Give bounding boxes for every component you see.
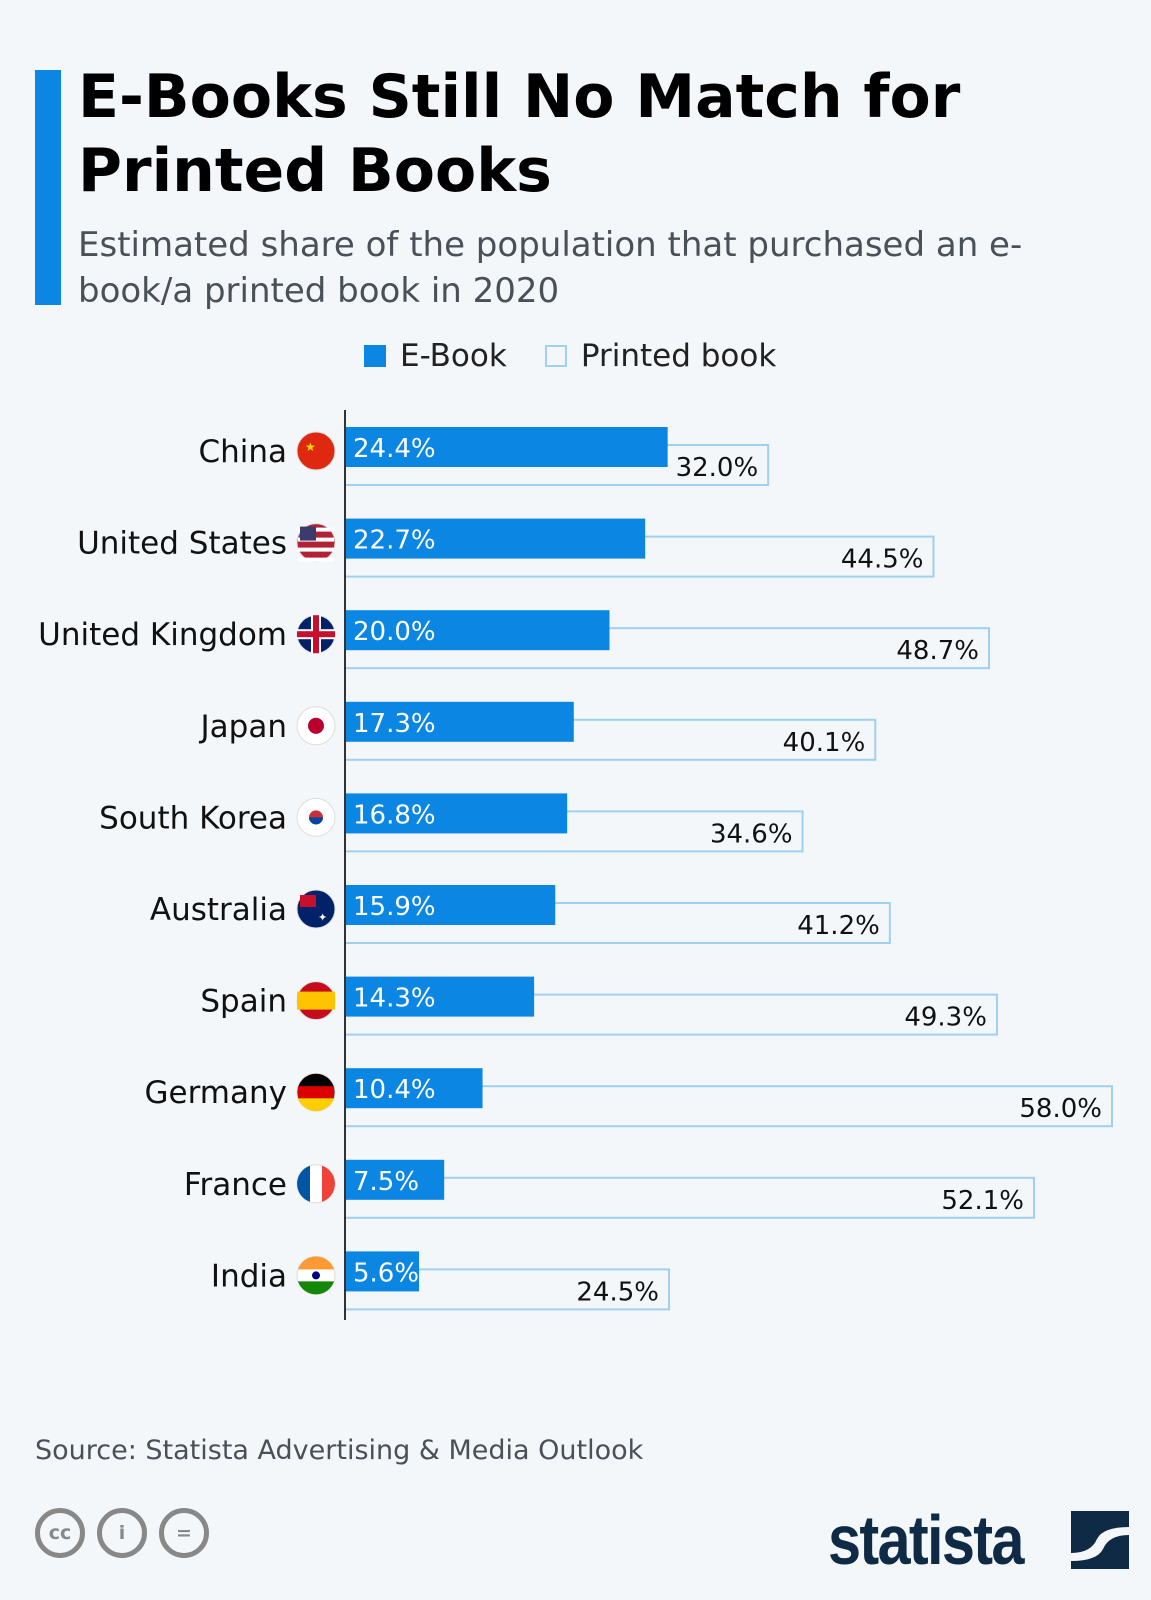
cc-icon: cc <box>35 1508 85 1558</box>
category-label: India <box>211 1258 287 1294</box>
bar-ebook <box>345 793 568 834</box>
flag-icon-detail <box>300 526 316 541</box>
data-label-printed: 49.3% <box>904 1003 987 1033</box>
legend: E-Book Printed book <box>364 338 776 374</box>
bar-ebook <box>345 610 610 651</box>
flag-icon-detail <box>322 1165 335 1202</box>
category-label: China <box>198 434 287 470</box>
category-label: Australia <box>150 892 287 928</box>
legend-label-ebook: E-Book <box>400 338 507 374</box>
category-label: France <box>184 1167 287 1203</box>
data-label-ebook: 15.9% <box>353 892 436 922</box>
flag-icon-detail <box>309 817 323 825</box>
bar-printed <box>344 1176 1035 1219</box>
flag-icon-detail: ✦ <box>318 911 327 924</box>
source-note: Source: Statista Advertising & Media Out… <box>35 1435 644 1466</box>
flag-icon <box>296 431 336 471</box>
license-icons: cc i = <box>35 1508 209 1558</box>
data-label-printed: 32.0% <box>676 453 759 483</box>
legend-swatch-printed <box>544 345 567 367</box>
bar-ebook <box>345 885 556 925</box>
flag-icon-detail <box>298 557 334 562</box>
flag-icon-detail <box>300 895 316 907</box>
flag-icon-detail <box>313 615 319 654</box>
bar-ebook <box>345 1251 420 1292</box>
category-label: South Korea <box>99 800 287 836</box>
chart-title: E-Books Still No Match for Printed Books <box>78 62 961 206</box>
data-label-printed: 48.7% <box>896 636 979 666</box>
category-label: Germany <box>145 1075 287 1111</box>
data-label-ebook: 24.4% <box>353 434 436 464</box>
data-label-ebook: 16.8% <box>353 800 436 830</box>
flag-icon-detail <box>298 1256 334 1270</box>
legend-label-printed: Printed book <box>580 338 777 374</box>
flag-icon-detail <box>298 1086 334 1099</box>
data-label-ebook: 20.0% <box>353 617 436 647</box>
data-label-ebook: 17.3% <box>353 709 436 739</box>
nd-icon: = <box>159 1508 209 1558</box>
data-label-ebook: 7.5% <box>353 1167 419 1197</box>
data-label-printed: 58.0% <box>1019 1094 1102 1124</box>
flag-icon-detail <box>298 547 334 552</box>
data-label-ebook: 5.6% <box>353 1258 419 1288</box>
category-label: United Kingdom <box>38 617 287 653</box>
data-label-printed: 44.5% <box>841 545 924 575</box>
title-accent-bar <box>35 70 61 305</box>
data-label-ebook: 10.4% <box>353 1075 436 1105</box>
flag-icon-detail <box>312 1271 320 1280</box>
data-label-ebook: 14.3% <box>353 984 436 1014</box>
data-label-printed: 40.1% <box>783 728 866 758</box>
flag-icon-detail <box>297 1165 310 1202</box>
chart-subtitle: Estimated share of the population that p… <box>78 225 1023 311</box>
data-label-printed: 34.6% <box>710 819 793 849</box>
bar-chart: 24.4% 32.0% China ★ 22.7% 44.5% United States 2… <box>38 410 1113 1320</box>
brand-name: statista <box>828 1501 1024 1579</box>
data-label-printed: 41.2% <box>797 911 880 941</box>
category-label: United States <box>77 526 287 562</box>
category-label: Japan <box>199 709 287 745</box>
bar-ebook <box>345 701 574 742</box>
bar-ebook <box>345 976 535 1017</box>
flag-icon-detail: ★ <box>305 440 316 454</box>
bar-ebook <box>345 427 668 467</box>
data-label-ebook: 22.7% <box>353 526 436 556</box>
flag-icon-detail <box>298 1098 334 1112</box>
data-label-printed: 24.5% <box>576 1277 659 1307</box>
flag-icon-detail <box>298 1281 334 1295</box>
category-label: Spain <box>200 984 287 1020</box>
data-label-printed: 52.1% <box>941 1186 1024 1216</box>
bar-ebook <box>345 518 646 559</box>
by-icon: i <box>97 1508 147 1558</box>
flag-icon-detail <box>297 991 335 1010</box>
statista-logo: statista <box>828 1500 1130 1580</box>
flag-icon-detail <box>308 717 324 734</box>
bar-ebook <box>345 1159 445 1200</box>
statista-logo-icon <box>1071 1511 1130 1569</box>
bar-ebook <box>345 1068 483 1109</box>
legend-swatch-ebook <box>364 345 386 367</box>
